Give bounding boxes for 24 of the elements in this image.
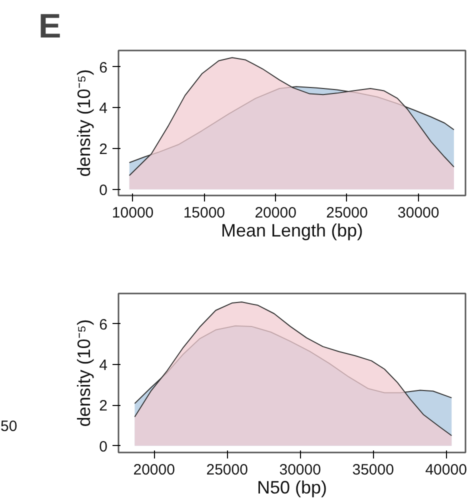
y-tick-label: 6 [99,59,108,76]
x-tick-label: 40000 [425,462,467,478]
chart-title: E [38,8,62,46]
y-tick-label: 0 [99,182,108,199]
y-tick-label: 4 [99,356,108,374]
x-tick-label: 35000 [352,462,394,478]
y-tick-label: 4 [99,100,108,118]
y-tick-label: 6 [99,316,108,334]
x-tick-label: 20000 [133,462,175,478]
x-tick-label: 30000 [398,204,440,222]
x-tick-label: 30000 [279,462,321,478]
y-tick-label: 2 [99,398,108,415]
x-tick-label: 20000 [254,204,296,222]
text: 50 [0,418,18,435]
x-tick-label: 10000 [112,204,154,222]
x-tick-label: 15000 [183,204,226,222]
y-tick-label: 0 [99,438,108,456]
y-axis-title: density (10⁻⁵) [74,69,94,177]
y-axis-title: density (10⁻⁵) [74,319,94,427]
x-tick-label: 25000 [206,462,248,478]
x-tick-label: 25000 [326,204,368,222]
x-axis-title: N50 (bp) [256,478,328,498]
y-tick-label: 2 [99,141,108,158]
x-axis-title: Mean Length (bp) [220,220,364,240]
